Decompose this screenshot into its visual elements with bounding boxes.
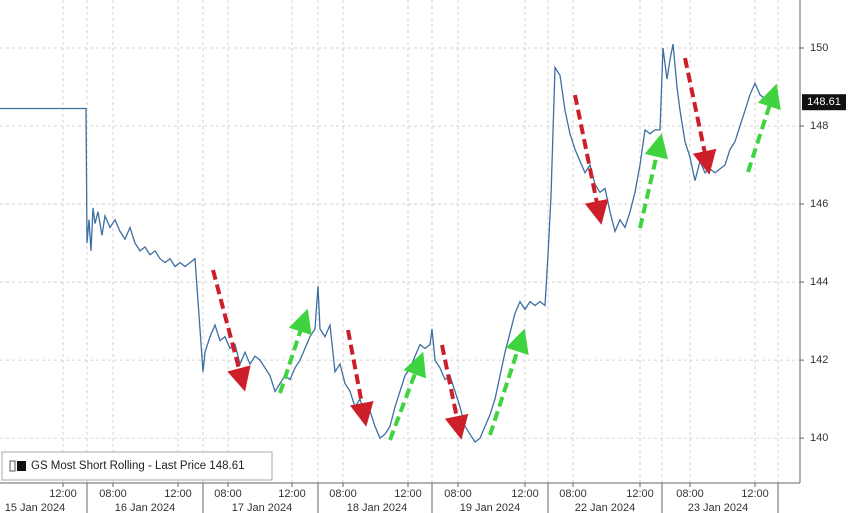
y-tick-label: 142 xyxy=(810,354,828,366)
day-label: 23 Jan 2024 xyxy=(688,502,749,513)
y-tick-label: 148 xyxy=(810,120,828,132)
down-arrow xyxy=(440,344,469,440)
down-arrow xyxy=(211,269,251,392)
x-tick-label: 08:00 xyxy=(559,488,587,500)
day-label: 17 Jan 2024 xyxy=(232,502,293,513)
x-tick-label: 08:00 xyxy=(99,488,127,500)
day-label: 19 Jan 2024 xyxy=(460,502,521,513)
x-tick-label: 12:00 xyxy=(164,488,192,500)
x-tick-label: 12:00 xyxy=(278,488,306,500)
y-tick-label: 144 xyxy=(810,276,828,288)
legend-icon xyxy=(9,460,16,472)
x-tick-label: 08:00 xyxy=(214,488,242,500)
day-label: 18 Jan 2024 xyxy=(347,502,408,513)
up-arrow xyxy=(746,83,781,173)
legend-label: GS Most Short Rolling - Last Price 148.6… xyxy=(31,460,245,472)
last-price-label: 148.61 xyxy=(807,96,841,108)
day-label: 22 Jan 2024 xyxy=(575,502,636,513)
y-tick-label: 140 xyxy=(810,432,828,444)
up-arrow xyxy=(488,328,529,436)
down-arrow xyxy=(573,94,609,225)
x-tick-label: 08:00 xyxy=(329,488,357,500)
last-price-box xyxy=(802,94,846,111)
price-line xyxy=(0,43,771,443)
day-label: 15 Jan 2024 xyxy=(5,502,66,513)
x-tick-label: 12:00 xyxy=(741,488,769,500)
up-arrow xyxy=(278,308,312,394)
x-tick-label: 12:00 xyxy=(49,488,77,500)
up-arrow xyxy=(388,351,427,441)
down-arrow xyxy=(683,57,717,175)
legend-icon xyxy=(17,461,26,471)
legend-box xyxy=(1,451,273,481)
x-tick-label: 12:00 xyxy=(626,488,654,500)
y-tick-label: 150 xyxy=(810,42,828,54)
x-tick-label: 08:00 xyxy=(444,488,472,500)
annotations xyxy=(211,57,781,441)
x-tick-label: 12:00 xyxy=(511,488,539,500)
x-tick-label: 12:00 xyxy=(394,488,422,500)
day-label: 16 Jan 2024 xyxy=(115,502,176,513)
legend: GS Most Short Rolling - Last Price 148.6… xyxy=(1,451,273,481)
up-arrow xyxy=(638,133,669,229)
axes-labels: 140 142 144 146 148 150 12:00 08:00 12:00 08:00 12… xyxy=(5,42,846,513)
x-tick-label: 08:00 xyxy=(676,488,704,500)
y-tick-label: 146 xyxy=(810,198,828,210)
plot xyxy=(0,43,771,443)
